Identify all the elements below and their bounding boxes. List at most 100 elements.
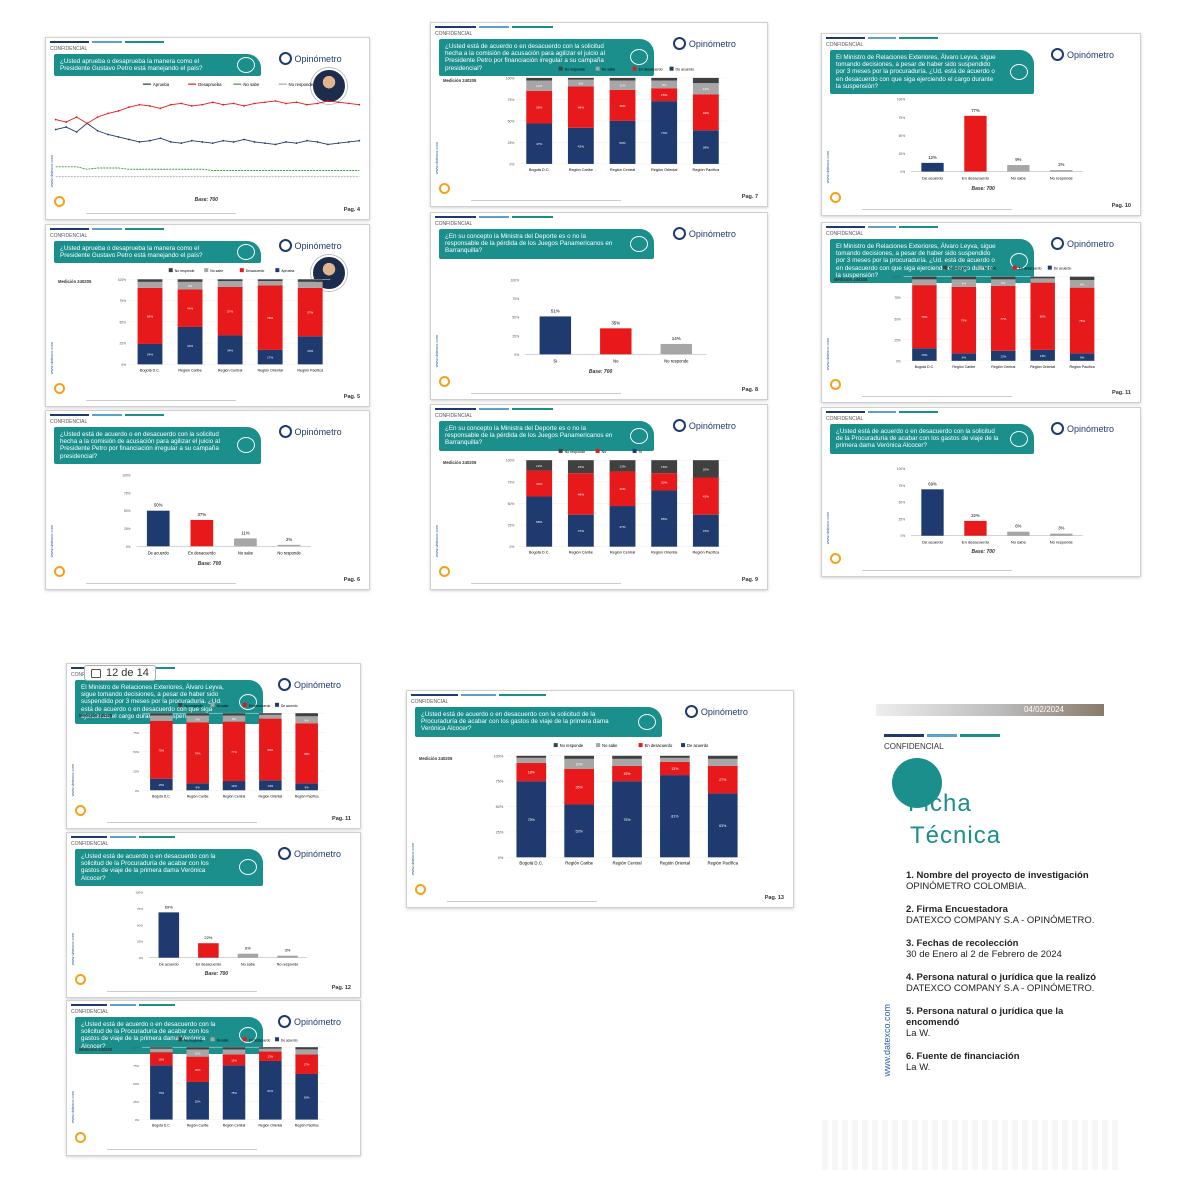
- top-bar-segment: [109, 836, 137, 838]
- bar-segment: [186, 722, 209, 784]
- confidencial-label: CONFIDENCIAL: [826, 231, 864, 237]
- question-text: ¿Usted aprueba o desaprueba la manera co…: [60, 58, 203, 73]
- x-tick-label: De acuerdo: [922, 176, 944, 181]
- question-box: El Ministro de Relaciones Exteriores, Ál…: [830, 239, 1034, 284]
- top-bar-segment: [899, 226, 938, 228]
- data-label: 52%: [576, 829, 584, 833]
- data-point: [117, 110, 120, 112]
- data-label: 9%: [305, 785, 310, 789]
- data-point: [295, 101, 298, 104]
- top-bar-segment: [109, 1004, 137, 1006]
- question-box: ¿Usted aprueba o desaprueba la manera co…: [54, 54, 261, 77]
- legend-label: De acuerdo: [1054, 267, 1072, 271]
- bar: [190, 519, 214, 547]
- data-label: 34%: [227, 348, 233, 352]
- data-label: 3%: [285, 948, 291, 953]
- people-icon: [1009, 64, 1028, 81]
- question-box: ¿En su concepto la Ministra del Deporte …: [439, 421, 655, 451]
- slide-page-13: CONFIDENCIAL ¿Usted está de acuerdo o en …: [406, 690, 794, 908]
- footer-note-line: [862, 209, 1012, 210]
- thumbnail-icon: [91, 668, 101, 678]
- datexco-seal-icon: [54, 383, 65, 394]
- data-label: 81%: [671, 815, 679, 819]
- data-label: 76%: [267, 316, 273, 320]
- question-text: ¿En su concepto la Ministra del Deporte …: [445, 233, 613, 255]
- top-bar-segment: [460, 694, 496, 696]
- site-vertical-text: www.datexco.com: [434, 524, 439, 557]
- data-point: [201, 141, 204, 143]
- bar: [237, 953, 259, 958]
- bar-segment: [1030, 349, 1055, 361]
- legend-label: De acuerdo: [676, 68, 695, 72]
- site-vertical-text: www.datexco.com: [49, 154, 54, 187]
- opinometro-logo: Opinómetro: [277, 678, 341, 691]
- top-bar-segment: [124, 228, 164, 230]
- data-label: 9%: [1015, 157, 1021, 162]
- data-point: [169, 103, 172, 106]
- top-bar-segment: [92, 41, 122, 43]
- data-point: [149, 105, 151, 107]
- opinometro-logo: Opinómetro: [672, 227, 736, 240]
- slide-top-bars: [826, 411, 938, 413]
- ficha-item-label: 2. Firma Encuestadora: [906, 904, 1008, 915]
- question-text: ¿Usted está de acuerdo o en desacuerdo c…: [81, 1021, 216, 1050]
- ficha-item-value: OPINÓMETRO COLOMBIA.: [906, 881, 1027, 892]
- data-point: [180, 142, 183, 145]
- bar-segment: [609, 506, 636, 547]
- bar-segment: [951, 353, 977, 361]
- slide-page-7: CONFIDENCIAL ¿Usted está de acuerdo o en …: [430, 22, 768, 207]
- bar-segment: [567, 127, 594, 164]
- data-label: 12%: [536, 84, 542, 88]
- bar-segment: [707, 765, 738, 794]
- bar-segment: [257, 281, 283, 286]
- ficha-item: 6. Fuente de financiación La W.: [906, 1051, 1101, 1073]
- bar-segment: [660, 755, 690, 758]
- slide-page-4: CONFIDENCIAL ¿Usted aprueba o desaprueba …: [45, 37, 370, 220]
- bar-segment: [651, 460, 678, 474]
- y-tick-label: 50%: [124, 509, 131, 513]
- question-box: El Ministro de Relaciones Exteriores, Ál…: [830, 50, 1034, 95]
- data-label: 15%: [921, 353, 927, 357]
- data-label: 33%: [307, 349, 313, 353]
- data-point: [316, 141, 319, 143]
- top-bar-segment: [478, 216, 510, 218]
- data-point: [107, 112, 109, 115]
- data-point: [65, 126, 68, 128]
- data-label: 75%: [528, 818, 536, 822]
- top-bar-segment: [899, 37, 938, 39]
- footer-note-line: [447, 901, 597, 902]
- bar-segment: [259, 780, 282, 791]
- data-label: 8%: [579, 82, 584, 86]
- x-tick-label: No responde: [1050, 540, 1074, 545]
- bar-segment: [660, 775, 690, 858]
- bar: [539, 316, 572, 355]
- y-tick-label: 50%: [508, 119, 515, 123]
- data-label: 10%: [576, 762, 584, 766]
- y-tick-label: 25%: [124, 527, 131, 531]
- opinometro-circle-icon: [1050, 48, 1064, 61]
- data-label: 13%: [1040, 354, 1046, 358]
- top-bar-segment: [867, 37, 897, 39]
- footer-note-line: [86, 583, 236, 584]
- opinometro-logo: Opinómetro: [278, 425, 342, 438]
- slide-top-bars: [435, 408, 553, 410]
- bar-segment: [567, 514, 594, 547]
- logo-text: Opinómetro: [688, 420, 736, 431]
- bar-segment: [1069, 287, 1095, 354]
- y-tick-label: 0%: [900, 534, 905, 538]
- data-label: 24%: [147, 353, 153, 357]
- x-tick-label: Región Central: [218, 368, 243, 372]
- data-point: [295, 142, 298, 145]
- top-bar-segment: [139, 1004, 175, 1006]
- medicion-label: Medición 240205: [79, 713, 113, 719]
- x-tick-label: No responde: [1050, 176, 1074, 181]
- footer-note-line: [471, 583, 621, 584]
- y-tick-label: 50%: [899, 501, 906, 505]
- top-bar-segment: [826, 411, 865, 413]
- x-tick-label: De acuerdo: [922, 540, 944, 545]
- ficha-items: 1. Nombre del proyecto de investigación O…: [906, 870, 1101, 1085]
- bar-segment: [177, 289, 203, 327]
- opinometro-logo: Opinómetro: [1050, 48, 1114, 61]
- ficha-item-value: DATEXCO COMPANY S.A - OPINÓMETRO.: [906, 983, 1095, 994]
- bar-segment: [912, 285, 937, 349]
